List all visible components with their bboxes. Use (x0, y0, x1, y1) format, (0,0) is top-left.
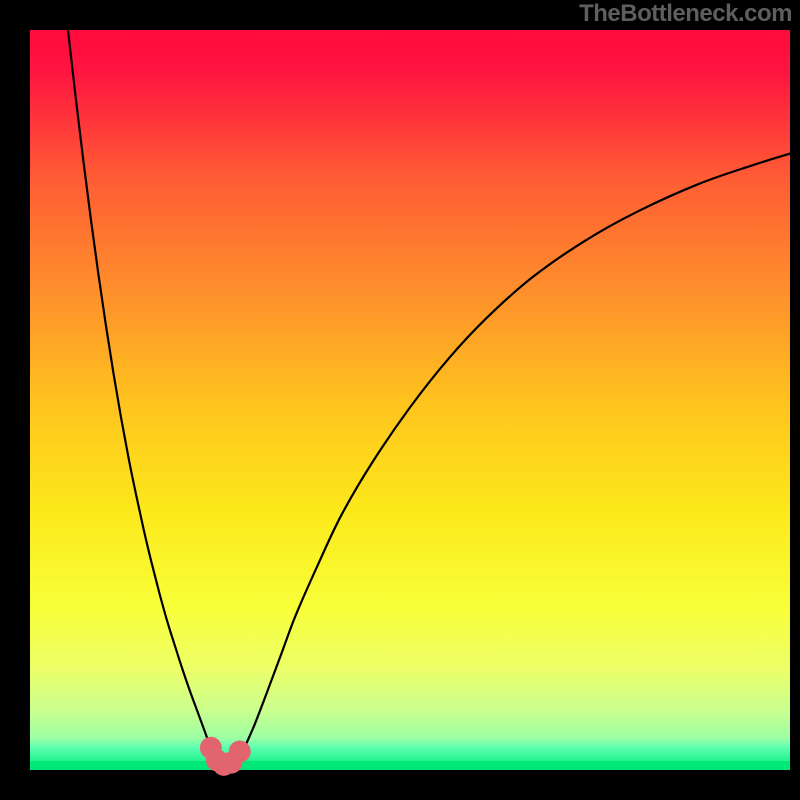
chart-canvas: TheBottleneck.com (0, 0, 800, 800)
plot-background (30, 30, 790, 770)
baseline-band (30, 761, 790, 770)
marker-4 (229, 741, 251, 763)
bottleneck-chart-svg (0, 0, 800, 800)
watermark-text: TheBottleneck.com (579, 0, 792, 28)
